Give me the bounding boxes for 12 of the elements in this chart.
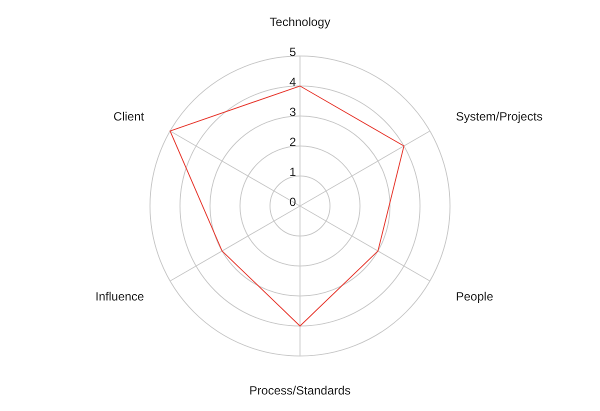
y-tick-label: 0 xyxy=(289,195,296,209)
spoke-label: System/Projects xyxy=(456,109,543,124)
spoke-label: Technology xyxy=(270,15,330,29)
y-tick-label: 2 xyxy=(289,135,296,149)
spoke-label: Client xyxy=(113,109,145,124)
y-tick-label: 4 xyxy=(289,75,296,89)
y-tick-label: 1 xyxy=(289,165,296,179)
y-tick-label: 3 xyxy=(289,105,296,119)
spoke-label: Influence xyxy=(95,289,144,304)
y-tick-label: 5 xyxy=(289,45,296,59)
spoke-label: Process/Standards xyxy=(249,384,351,398)
spoke-label: People xyxy=(456,289,494,304)
